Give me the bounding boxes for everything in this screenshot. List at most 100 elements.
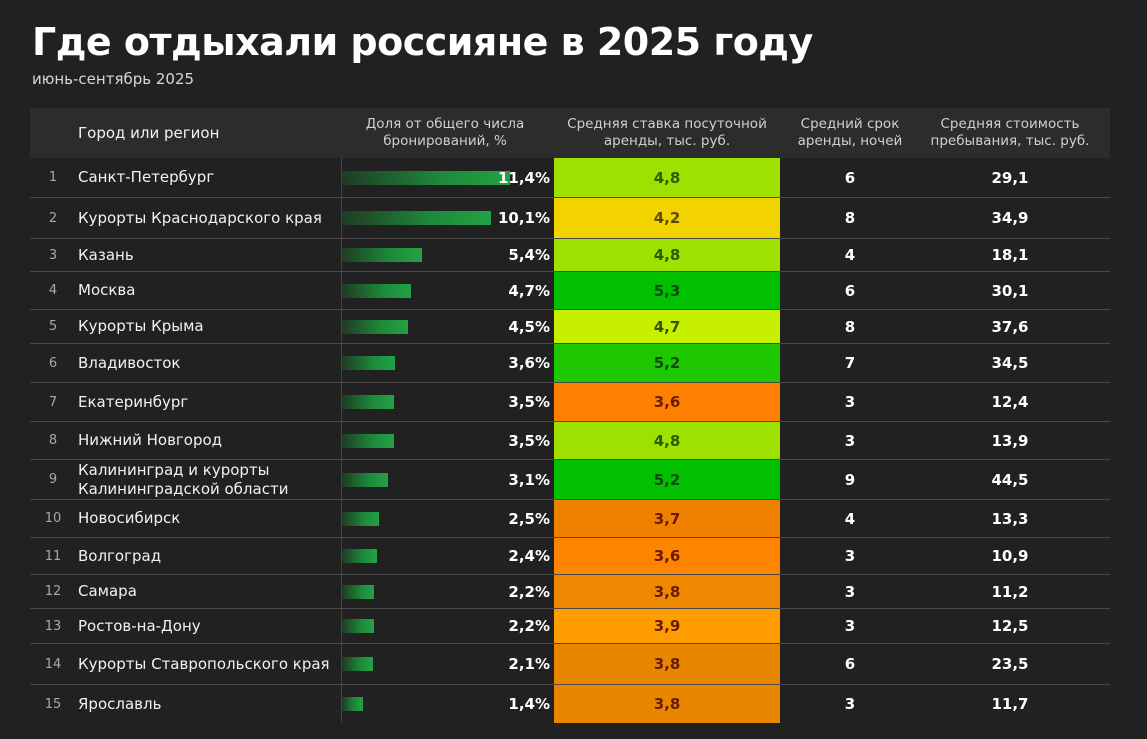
share-bar — [342, 356, 395, 370]
city-name: Казань — [78, 245, 134, 264]
nights-value: 3 — [844, 547, 856, 565]
share-bar-container — [342, 422, 394, 459]
share-bar-container — [342, 344, 395, 382]
rate-cell: 3,8 — [554, 644, 780, 684]
share-value: 3,6% — [508, 354, 550, 372]
rank-number: 5 — [48, 319, 58, 334]
city-name: Курорты Краснодарского края — [78, 208, 322, 227]
share-bar — [342, 619, 374, 633]
city-name: Екатеринбург — [78, 392, 189, 411]
share-value: 3,1% — [508, 470, 550, 489]
share-bar-container — [342, 272, 411, 309]
city-name: Ростов-на-Дону — [78, 616, 201, 635]
nights-value: 9 — [844, 470, 856, 489]
cost-value: 11,2 — [991, 582, 1029, 601]
rank-number: 2 — [48, 210, 58, 226]
share-bar — [342, 433, 394, 448]
table-row: 3 Казань 5,4% 4,8 4 18,1 — [30, 239, 1110, 272]
nights-value: 8 — [844, 209, 856, 227]
table-body: 1 Санкт-Петербург 11,4% 4,8 6 29,1 2 Курорты Кр… — [30, 158, 1110, 723]
city-name: Нижний Новгород — [78, 431, 223, 449]
share-bar — [342, 511, 379, 526]
share-bar — [342, 211, 491, 225]
divider — [341, 158, 342, 722]
rate-cell: 3,7 — [554, 500, 780, 537]
rank-number: 15 — [44, 696, 62, 712]
column-header-city: Город или регион — [78, 123, 220, 142]
column-header-share: Доля от общего числа бронирований, % — [365, 116, 525, 149]
share-value: 11,4% — [497, 168, 550, 187]
share-value: 4,5% — [508, 317, 550, 336]
share-bar-container — [342, 609, 374, 643]
nights-value: 6 — [844, 168, 856, 187]
rate-cell: 4,8 — [554, 239, 780, 271]
nights-value: 4 — [844, 509, 856, 528]
rank-number: 13 — [44, 618, 62, 634]
table-row: 9 Калининград и курорты Калининградской о… — [30, 460, 1110, 500]
share-bar — [342, 248, 422, 262]
share-bar — [342, 395, 394, 409]
share-bar — [342, 319, 408, 334]
rate-cell: 4,2 — [554, 198, 780, 238]
rate-cell: 5,3 — [554, 272, 780, 309]
share-bar-container — [342, 310, 408, 343]
cost-value: 13,9 — [991, 431, 1029, 450]
table-row: 5 Курорты Крыма 4,5% 4,7 8 37,6 — [30, 310, 1110, 344]
rate-cell: 5,2 — [554, 460, 780, 499]
table-row: 15 Ярославль 1,4% 3,8 3 11,7 — [30, 685, 1110, 723]
cost-value: 30,1 — [991, 281, 1029, 300]
rate-cell: 3,6 — [554, 383, 780, 421]
cost-value: 10,9 — [991, 547, 1029, 565]
rate-cell: 3,9 — [554, 609, 780, 643]
share-bar — [342, 549, 377, 563]
cost-value: 12,5 — [991, 617, 1029, 635]
table-row: 13 Ростов-на-Дону 2,2% 3,9 3 12,5 — [30, 609, 1110, 644]
nights-value: 6 — [844, 655, 856, 673]
share-bar-container — [342, 644, 373, 684]
table-row: 4 Москва 4,7% 5,3 6 30,1 — [30, 272, 1110, 310]
city-name: Ярославль — [78, 694, 162, 713]
share-bar-container — [342, 575, 374, 608]
share-value: 4,7% — [508, 281, 550, 300]
share-bar — [342, 283, 411, 298]
city-name: Санкт-Петербург — [78, 168, 215, 186]
table-row: 12 Самара 2,2% 3,8 3 11,2 — [30, 575, 1110, 609]
share-value: 1,4% — [508, 695, 550, 713]
share-value: 2,1% — [508, 655, 550, 673]
share-bar-container — [342, 460, 388, 499]
rate-cell: 4,8 — [554, 158, 780, 197]
share-bar-container — [342, 158, 510, 197]
page-subtitle: июнь-сентябрь 2025 — [32, 70, 195, 88]
cost-value: 34,9 — [991, 209, 1029, 227]
city-name: Волгоград — [78, 546, 162, 565]
table-row: 1 Санкт-Петербург 11,4% 4,8 6 29,1 — [30, 158, 1110, 198]
rank-number: 10 — [44, 511, 62, 526]
share-bar-container — [342, 239, 422, 271]
column-header-cost: Средняя стоимость пребывания, тыс. руб. — [930, 116, 1090, 149]
city-name: Курорты Ставропольского края — [78, 654, 330, 673]
share-value: 5,4% — [508, 246, 550, 264]
share-bar — [342, 697, 363, 711]
table-row: 8 Нижний Новгород 3,5% 4,8 3 13,9 — [30, 422, 1110, 460]
cost-value: 34,5 — [991, 354, 1029, 372]
rank-number: 3 — [48, 247, 58, 263]
share-bar — [342, 170, 510, 185]
city-name: Новосибирск — [78, 509, 181, 527]
rank-number: 8 — [48, 433, 58, 448]
rate-cell: 3,6 — [554, 538, 780, 574]
share-bar — [342, 472, 388, 487]
city-name: Курорты Крыма — [78, 317, 204, 335]
table-row: 2 Курорты Краснодарского края 10,1% 4,2 8 34,… — [30, 198, 1110, 239]
rank-number: 14 — [44, 656, 62, 672]
share-bar — [342, 584, 374, 599]
share-value: 2,4% — [508, 547, 550, 565]
cost-value: 13,3 — [991, 509, 1029, 528]
rank-number: 6 — [48, 355, 58, 371]
nights-value: 3 — [844, 617, 856, 635]
table-row: 10 Новосибирск 2,5% 3,7 4 13,3 — [30, 500, 1110, 538]
cost-value: 37,6 — [991, 317, 1029, 336]
rank-number: 11 — [44, 548, 62, 564]
share-bar-container — [342, 383, 394, 421]
city-name: Самара — [78, 582, 137, 600]
city-name: Москва — [78, 281, 136, 299]
